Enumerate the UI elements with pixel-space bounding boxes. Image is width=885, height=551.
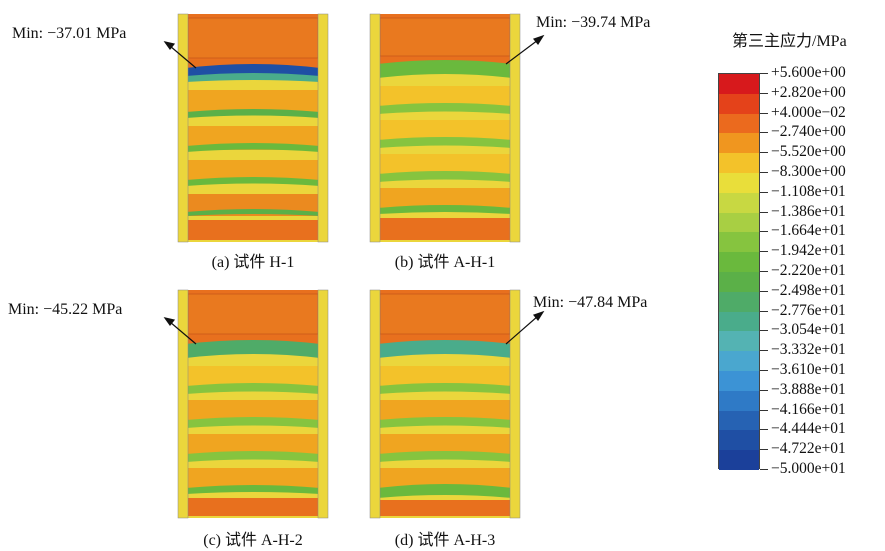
legend-tick-label: −3.332e+01 [771, 341, 846, 359]
caption-a: (a) 试件 H-1 [211, 254, 295, 271]
legend-tick-mark [760, 132, 768, 134]
legend-swatch [719, 371, 759, 392]
caption-c: (c) 试件 A-H-2 [203, 532, 303, 549]
legend-tick-label: −2.220e+01 [771, 262, 846, 279]
pointer-b-arrowhead [532, 34, 545, 46]
legend-tick-mark [760, 370, 768, 371]
legend-tick-mark [760, 409, 768, 411]
pointer-c [169, 321, 197, 345]
legend-tick-label: −2.740e+00 [771, 123, 846, 141]
pointer-c-arrowhead [163, 317, 176, 326]
specimen-a-contour [177, 13, 329, 243]
legend-tick-label: −1.664e+01 [771, 222, 846, 240]
legend-tick-label: +5.600e+00 [771, 64, 846, 81]
legend-tick-mark [760, 350, 768, 352]
legend-tick-mark [760, 211, 768, 213]
legend-tick-mark [760, 271, 768, 272]
legend-swatch [719, 272, 759, 293]
pointer-b [505, 39, 539, 65]
legend-swatch [719, 331, 759, 352]
legend-swatch [719, 192, 759, 214]
pointer-a-arrowhead [163, 41, 176, 50]
legend-tick-mark [760, 231, 768, 233]
legend-swatch [719, 74, 759, 95]
legend-swatch [719, 93, 759, 115]
legend-tick-label: −4.444e+01 [771, 420, 846, 438]
legend-tick-label: −5.000e+01 [771, 460, 846, 477]
legend-swatch [719, 113, 759, 134]
legend-swatch [719, 212, 759, 233]
legend-tick-label: −2.498e+01 [771, 281, 846, 299]
caption-b: (b) 试件 A-H-1 [394, 254, 496, 271]
legend-tick-mark [760, 389, 768, 391]
caption-d: (d) 试件 A-H-3 [394, 532, 496, 549]
legend-tick-label: −4.166e+01 [771, 400, 846, 418]
legend-tick-mark [760, 73, 768, 74]
legend-tick-mark [760, 191, 768, 193]
legend-colorbar [718, 73, 760, 471]
legend-tick-label: −2.776e+01 [771, 301, 846, 319]
legend-swatch [719, 133, 759, 154]
legend-swatch [719, 173, 759, 194]
legend-tick-mark [760, 310, 768, 312]
legend-tick-mark [760, 92, 768, 94]
legend-tick-label: +2.820e+00 [771, 83, 846, 101]
legend-swatch [719, 311, 759, 332]
legend-tick-label: −1.108e+01 [771, 182, 846, 200]
min-label-b: Min: −39.74 MPa [536, 14, 651, 31]
legend-swatch [719, 153, 759, 174]
pointer-d-arrowhead [532, 310, 545, 322]
legend-swatch [719, 252, 759, 273]
specimen-d-contour [369, 289, 521, 519]
legend-swatch [719, 450, 759, 471]
legend-tick-mark [760, 251, 768, 253]
legend-tick-mark [760, 449, 768, 451]
legend-tick-label: −3.610e+01 [771, 361, 846, 378]
legend-tick-mark [760, 429, 768, 431]
legend-tick-mark [760, 112, 768, 114]
legend-swatch [719, 291, 759, 313]
legend-title: 第三主应力/MPa [732, 33, 847, 50]
min-label-a: Min: −37.01 MPa [12, 25, 127, 42]
pointer-d [505, 315, 539, 345]
legend-tick-label: −5.520e+00 [771, 143, 846, 161]
legend-tick-mark [760, 290, 768, 292]
legend-tick-mark [760, 172, 768, 173]
min-label-c: Min: −45.22 MPa [8, 301, 123, 318]
legend-tick-mark [760, 330, 768, 332]
legend-swatch [719, 410, 759, 431]
min-pointers [163, 34, 545, 345]
legend-tick-label: −8.300e+00 [771, 163, 846, 180]
legend-tick-label: −3.888e+01 [771, 380, 846, 398]
legend-tick-label: −1.942e+01 [771, 242, 846, 260]
legend-tick-mark [760, 152, 768, 154]
min-label-d: Min: −47.84 MPa [533, 294, 648, 311]
legend-tick-label: −3.054e+01 [771, 321, 846, 339]
specimen-b-contour [369, 13, 521, 243]
legend-swatch [719, 351, 759, 372]
legend-tick-mark [760, 469, 768, 470]
legend-tick-label: −4.722e+01 [771, 440, 846, 458]
legend-swatch [719, 430, 759, 451]
pointer-a [169, 45, 197, 69]
legend-swatch [719, 390, 759, 412]
legend-tick-label: +4.000e−02 [771, 103, 846, 121]
legend-swatch [719, 232, 759, 253]
specimen-c-contour [177, 289, 329, 519]
legend-tick-label: −1.386e+01 [771, 202, 846, 220]
